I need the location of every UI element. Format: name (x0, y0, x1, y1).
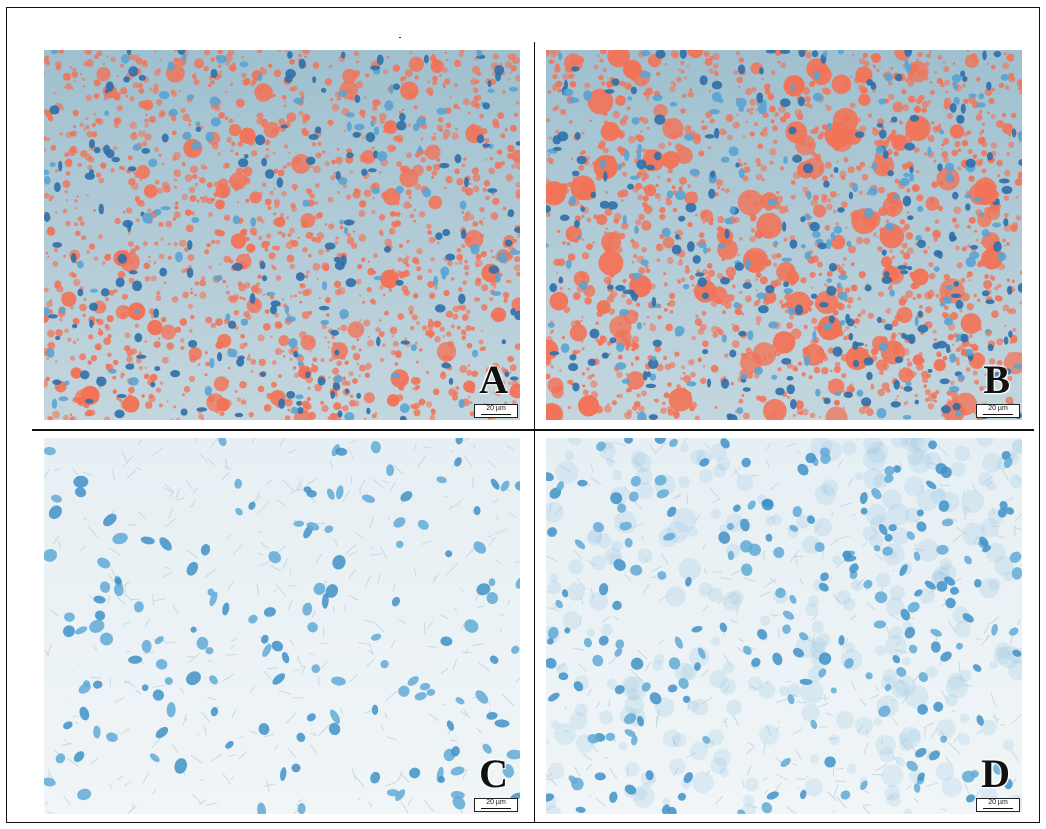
scale-bar-a: 20 µm (474, 404, 518, 418)
scale-bar-a-line (481, 414, 511, 415)
vertical-divider (534, 42, 535, 823)
panel-label-d: D (981, 751, 1010, 796)
scale-bar-c-label: 20 µm (486, 799, 506, 806)
scale-bar-c: 20 µm (474, 798, 518, 812)
micrograph-grid: A 20 µm B 20 µm C 20 µm D 20 µm (32, 42, 1034, 823)
micrograph-panel-d: D 20 µm (546, 438, 1022, 814)
panel-label-b: B (983, 357, 1010, 402)
scale-bar-c-line (481, 808, 511, 809)
figure-tick-mark (399, 37, 401, 38)
scale-bar-b-line (983, 414, 1013, 415)
micrograph-d-image (546, 438, 1022, 814)
scale-bar-b-label: 20 µm (988, 405, 1008, 412)
micrograph-panel-c: C 20 µm (44, 438, 520, 814)
micrograph-b-image (546, 50, 1022, 420)
scale-bar-d: 20 µm (976, 798, 1020, 812)
micrograph-a-image (44, 50, 520, 420)
micrograph-c-image (44, 438, 520, 814)
horizontal-divider (32, 429, 1034, 431)
micrograph-panel-b: B 20 µm (546, 50, 1022, 420)
panel-label-a: A (479, 357, 508, 402)
micrograph-panel-a: A 20 µm (44, 50, 520, 420)
scale-bar-b: 20 µm (976, 404, 1020, 418)
scale-bar-a-label: 20 µm (486, 405, 506, 412)
scale-bar-d-line (983, 808, 1013, 809)
panel-label-c: C (479, 751, 508, 796)
scale-bar-d-label: 20 µm (988, 799, 1008, 806)
